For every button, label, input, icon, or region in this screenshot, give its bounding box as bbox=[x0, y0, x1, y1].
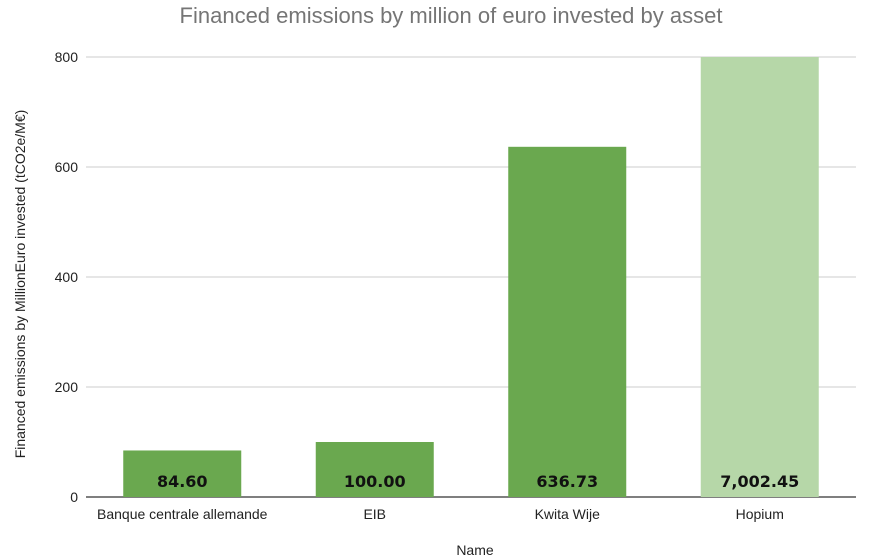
x-category-label: Banque centrale allemande bbox=[97, 506, 268, 522]
y-tick-label: 0 bbox=[70, 489, 78, 505]
x-axis-title: Name bbox=[456, 542, 494, 558]
x-category-label: Hopium bbox=[736, 506, 784, 522]
bar bbox=[508, 146, 627, 497]
x-axis-categories: Banque centrale allemande EIB Kwita Wije Ho… bbox=[97, 506, 784, 522]
y-axis-ticks: 0 200 400 600 800 bbox=[55, 49, 79, 505]
bars: 84.60 100.00 636.73 7,002.45 bbox=[123, 57, 819, 497]
y-tick-label: 200 bbox=[55, 379, 79, 395]
y-tick-label: 400 bbox=[55, 269, 79, 285]
bar-value-label: 100.00 bbox=[344, 472, 406, 491]
x-category-label: EIB bbox=[363, 506, 386, 522]
chart-title: Financed emissions by million of euro in… bbox=[180, 3, 723, 28]
bar-value-label: 84.60 bbox=[157, 472, 208, 491]
y-tick-label: 600 bbox=[55, 159, 79, 175]
bar-value-label: 636.73 bbox=[536, 472, 598, 491]
y-axis-title: Financed emissions by MillionEuro invest… bbox=[12, 110, 28, 459]
bar bbox=[123, 450, 242, 497]
bar-value-label: 7,002.45 bbox=[720, 472, 799, 491]
y-tick-label: 800 bbox=[55, 49, 79, 65]
bar bbox=[315, 442, 434, 497]
x-category-label: Kwita Wije bbox=[535, 506, 601, 522]
bar bbox=[700, 57, 819, 497]
